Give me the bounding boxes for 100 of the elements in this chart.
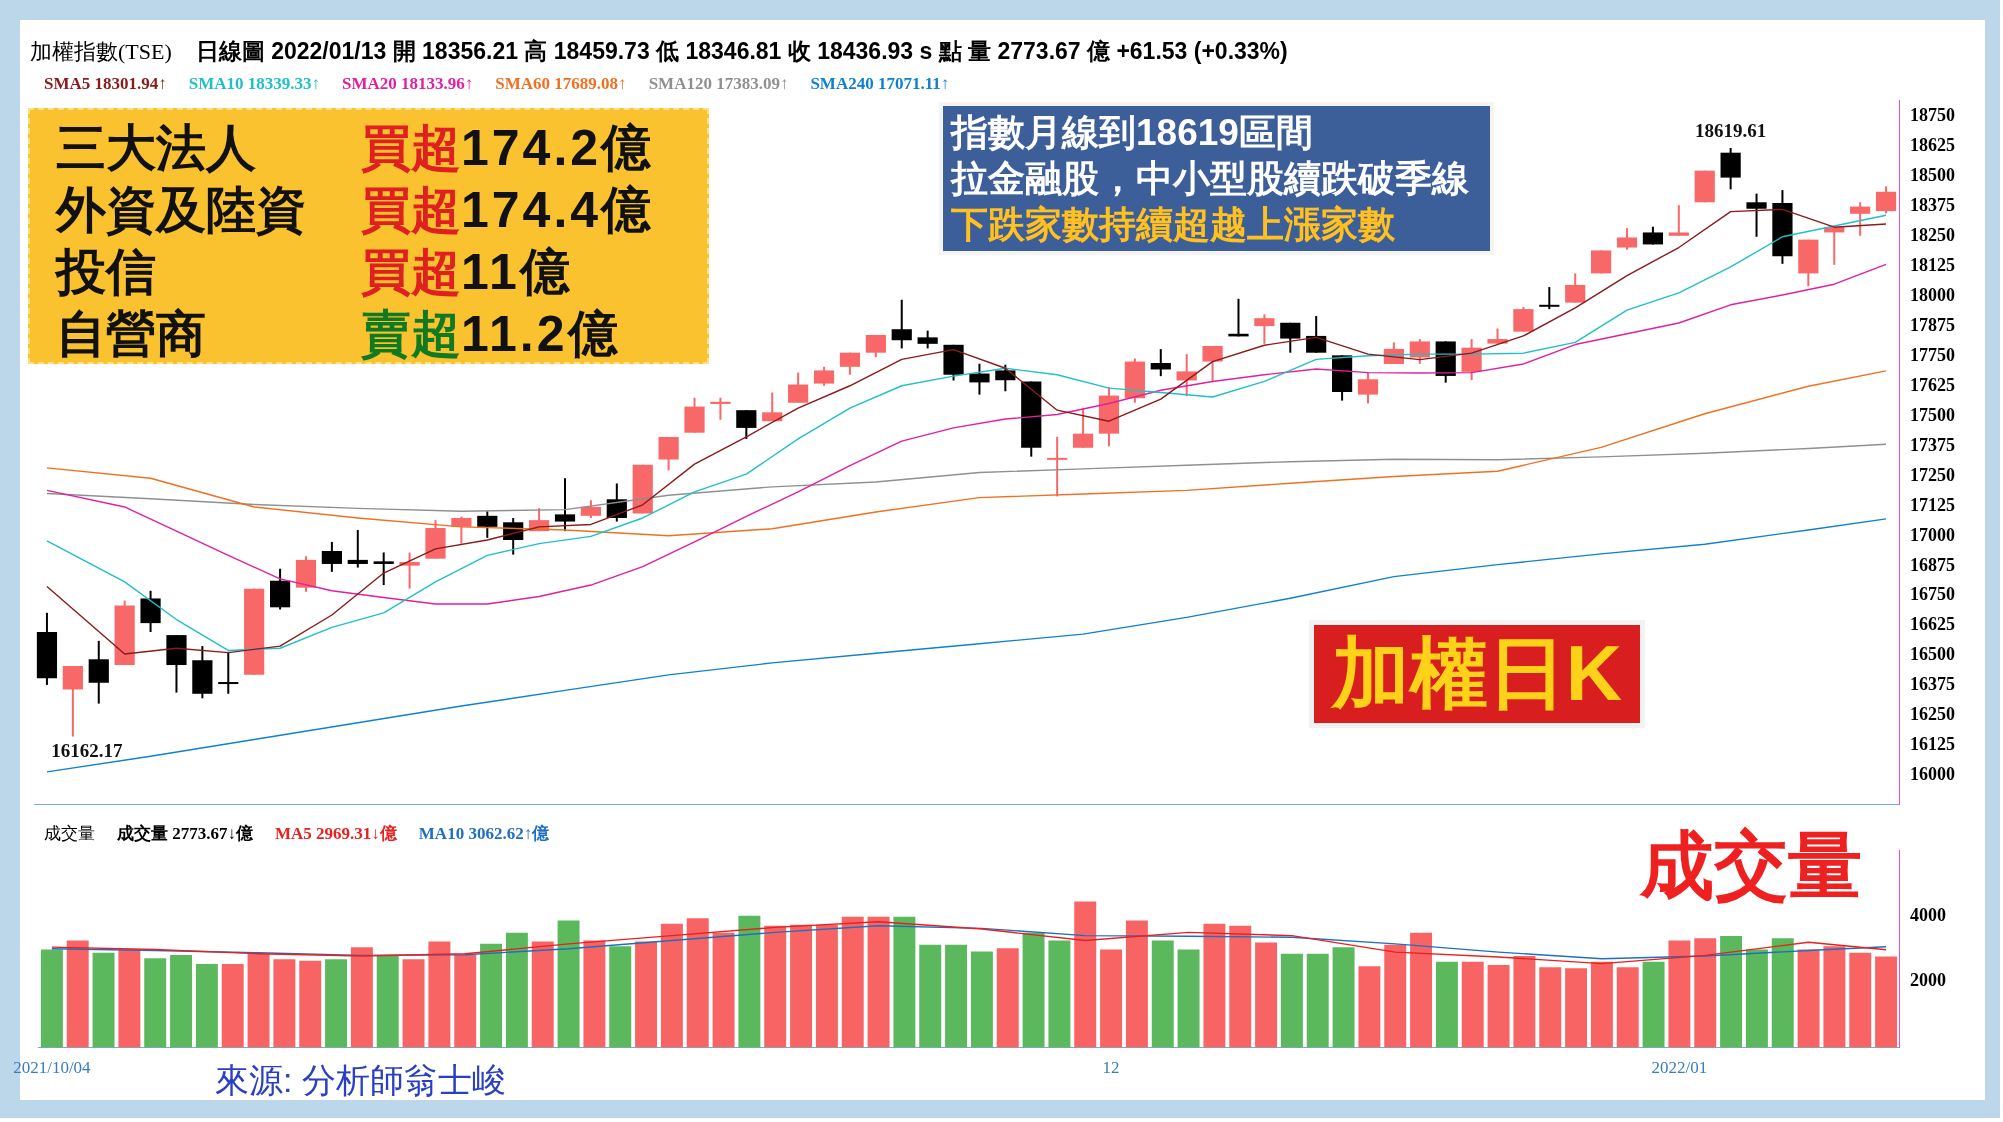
- caption-card: 指數月線到18619區間 拉金融股，中小型股續跌破季線 下跌家數持續超越上漲家數: [939, 102, 1494, 255]
- bar: [1306, 953, 1329, 1048]
- bar: [1849, 952, 1872, 1048]
- candlestick: [969, 362, 990, 396]
- y-tick-label: 2000: [1910, 970, 1946, 991]
- y-tick-label: 17375: [1910, 434, 1955, 455]
- bar: [660, 923, 683, 1048]
- candlestick: [1668, 204, 1689, 237]
- candlestick: [813, 365, 835, 387]
- bar: [531, 941, 554, 1048]
- candlestick: [736, 409, 757, 440]
- bar: [221, 963, 244, 1048]
- annotation: 外資及陸資: [56, 181, 307, 240]
- annotation: 買超: [361, 119, 461, 178]
- text: SMA10 18339.33↑: [188, 74, 321, 94]
- text: SMA240 17071.11↑: [810, 74, 950, 94]
- bar: [1668, 940, 1691, 1048]
- y-tick-label: 18375: [1910, 195, 1955, 216]
- bar: [66, 940, 89, 1048]
- bar: [1332, 947, 1355, 1048]
- y-tick-label: 16125: [1910, 734, 1955, 755]
- y-tick-label: 18125: [1910, 255, 1955, 276]
- candlestick: [891, 298, 912, 350]
- candlestick: [62, 665, 83, 738]
- bar: [1487, 964, 1510, 1048]
- bar: [40, 949, 63, 1048]
- bar: [1694, 938, 1717, 1048]
- bar: [325, 959, 348, 1048]
- annotation: 三大法人: [56, 119, 257, 178]
- bar: [273, 959, 296, 1048]
- annotation: 買超: [361, 181, 461, 240]
- bar: [919, 944, 942, 1048]
- candlestick: [321, 540, 342, 573]
- bar: [893, 916, 916, 1048]
- annotation: 投信: [56, 243, 157, 302]
- bar: [970, 951, 993, 1048]
- bar: [1048, 940, 1071, 1048]
- candlestick: [1202, 344, 1223, 383]
- annotation: 指數月線到18619區間: [951, 111, 1314, 155]
- bar: [996, 948, 1019, 1048]
- candlestick: [347, 528, 368, 569]
- bar: [1823, 946, 1846, 1048]
- annotation: 下跌家數持續超越上漲家數: [951, 203, 1396, 247]
- annotation: 加權日K: [1331, 627, 1623, 719]
- y-tick-label: 17250: [1910, 464, 1955, 485]
- bar: [247, 953, 270, 1048]
- candlestick: [399, 551, 420, 590]
- bar: [583, 940, 606, 1048]
- annotation: 18619.61: [1695, 120, 1767, 142]
- annotation: 11.2億: [461, 305, 621, 364]
- bar: [402, 959, 425, 1048]
- candlestick: [1875, 185, 1897, 215]
- candlestick: [658, 436, 679, 472]
- bar: [686, 918, 709, 1048]
- candlestick: [1254, 313, 1275, 345]
- bar: [92, 952, 115, 1048]
- candlestick: [1513, 305, 1534, 333]
- y-tick-label: 16875: [1910, 554, 1955, 575]
- candlestick: [1357, 371, 1379, 405]
- y-tick-label: 17875: [1910, 315, 1955, 336]
- bar: [454, 955, 477, 1048]
- bar: [1435, 961, 1458, 1048]
- text: SMA20 18133.96↑: [342, 74, 474, 94]
- candlestick: [1280, 321, 1301, 354]
- x-tick-label: 2022/01: [1651, 1058, 1708, 1078]
- bar: [1875, 956, 1898, 1048]
- bar: [1358, 966, 1381, 1048]
- bar: [738, 915, 761, 1048]
- candlestick: [1850, 201, 1871, 237]
- bar: [1720, 935, 1743, 1048]
- bar: [1280, 953, 1303, 1048]
- candlestick: [1306, 315, 1327, 354]
- bar: [1203, 923, 1226, 1048]
- bar: [118, 949, 141, 1048]
- text: MA5 2969.31↓億: [275, 823, 397, 845]
- candlestick: [995, 363, 1016, 393]
- bar: [945, 944, 968, 1048]
- candlestick: [88, 639, 109, 705]
- y-tick-label: 17750: [1910, 344, 1955, 365]
- bar: [1539, 967, 1562, 1048]
- bar: [1642, 961, 1665, 1048]
- bar: [428, 941, 451, 1048]
- bar: [867, 916, 890, 1048]
- text: 成交量 2773.67↓億: [117, 823, 253, 845]
- bar: [764, 925, 787, 1048]
- candlestick: [1616, 227, 1638, 251]
- bar: [1797, 949, 1820, 1048]
- annotation: 174.2億: [461, 119, 655, 178]
- y-tick-label: 17500: [1910, 404, 1955, 425]
- chart-title: 加權指數(TSE): [30, 38, 172, 66]
- y-tick-label: 16500: [1910, 644, 1955, 665]
- candlestick: [1072, 407, 1094, 449]
- annotation: 拉金融股，中小型股續跌破季線: [951, 157, 1470, 201]
- bar: [1229, 925, 1252, 1048]
- annotation: 賣超: [361, 305, 461, 364]
- y-tick-label: 16250: [1910, 704, 1955, 725]
- bar: [350, 947, 373, 1048]
- annotation: 自營商: [56, 305, 207, 364]
- y-tick-label: 16750: [1910, 584, 1955, 605]
- bar: [815, 924, 838, 1048]
